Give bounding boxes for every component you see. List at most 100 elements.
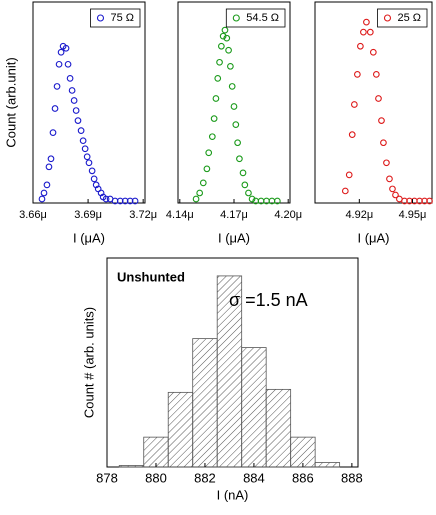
data-point	[66, 75, 74, 82]
x-axis-label: I (μA)	[73, 230, 105, 245]
data-point	[421, 197, 428, 205]
panel-label: Unshunted	[117, 269, 185, 284]
x-tick-label: 4.20μ	[274, 209, 302, 221]
data-point	[81, 145, 89, 153]
data-point	[79, 137, 87, 145]
plot-frame	[177, 1, 291, 204]
data-point	[208, 133, 216, 141]
data-point	[380, 139, 387, 147]
data-point	[47, 155, 55, 163]
data-point	[248, 195, 256, 203]
x-tick-label: 4.92μ	[345, 209, 373, 221]
data-point	[357, 42, 364, 50]
data-point	[77, 127, 85, 134]
y-axis-label: Count # (arb. units)	[81, 307, 96, 418]
x-tick-label: 878	[96, 470, 118, 485]
data-point	[241, 181, 249, 189]
data-point	[102, 195, 110, 203]
data-point	[245, 189, 252, 197]
data-point	[90, 175, 98, 183]
legend-box	[377, 8, 428, 28]
legend-label: 54.5 Ω	[246, 12, 279, 24]
data-point	[401, 197, 408, 205]
data-point	[363, 18, 370, 26]
data-point	[386, 175, 393, 183]
x-tick-label: 3.72μ	[129, 209, 157, 221]
histogram-bar	[118, 465, 145, 468]
x-tick-label: 4.17μ	[220, 209, 248, 221]
data-point	[72, 107, 80, 114]
data-point	[38, 195, 46, 203]
data-point	[348, 131, 356, 139]
data-point	[232, 121, 240, 128]
histogram-bar	[314, 462, 341, 468]
data-point	[116, 197, 124, 205]
legend-box	[90, 8, 141, 28]
data-point	[45, 163, 53, 171]
data-point	[62, 44, 70, 52]
data-point	[345, 171, 353, 179]
legend-marker	[232, 14, 240, 22]
x-tick-label: 4.95μ	[399, 209, 427, 221]
histogram-bar	[192, 338, 218, 468]
data-point	[360, 28, 367, 36]
data-point	[392, 191, 399, 199]
legend-marker	[383, 14, 392, 22]
annotation: σ =1.5 nA	[229, 290, 308, 310]
x-tick-label: 882	[194, 470, 216, 485]
data-point	[55, 60, 63, 68]
legend-marker	[96, 14, 105, 22]
data-point	[216, 58, 223, 66]
x-tick-label: 888	[341, 470, 363, 485]
histogram-bar	[241, 347, 267, 468]
data-point	[83, 153, 91, 161]
data-point	[372, 71, 380, 78]
data-point	[351, 101, 358, 108]
legend-label: 25 Ω	[397, 12, 421, 24]
x-tick-label: 884	[243, 470, 265, 485]
histogram-bar	[265, 388, 292, 468]
data-point	[354, 71, 361, 78]
plot-frame	[32, 1, 146, 204]
data-point	[88, 167, 96, 175]
x-tick-label: 4.14μ	[166, 209, 194, 221]
data-point	[426, 197, 433, 205]
data-point	[70, 97, 78, 104]
x-axis-label: I (nA)	[217, 487, 249, 502]
data-point	[51, 105, 59, 112]
data-point	[64, 60, 72, 68]
legend-box	[225, 8, 286, 28]
histogram-bar	[143, 436, 169, 468]
data-point	[196, 189, 204, 197]
data-point	[369, 48, 377, 56]
data-point	[378, 117, 385, 124]
x-tick-label: 880	[145, 470, 167, 485]
plot-frame	[314, 1, 433, 204]
legend-label: 75 Ω	[110, 12, 134, 24]
y-axis-label: Count (arb.unit)	[3, 57, 18, 147]
data-point	[236, 155, 243, 163]
data-point	[230, 103, 238, 110]
x-tick-label: 886	[292, 470, 314, 485]
x-axis-label: I (μA)	[357, 230, 389, 245]
histogram-bar	[167, 391, 194, 468]
data-point	[214, 75, 222, 82]
data-point	[126, 197, 134, 205]
data-point	[274, 197, 281, 205]
data-point	[341, 187, 349, 195]
data-point	[40, 189, 48, 197]
x-tick-label: 3.69μ	[74, 209, 102, 221]
data-point	[218, 42, 225, 50]
data-point	[227, 62, 234, 70]
data-point	[57, 48, 65, 56]
data-point	[223, 34, 231, 42]
data-point	[49, 129, 57, 136]
data-point	[203, 165, 211, 173]
data-point	[199, 179, 207, 187]
data-point	[219, 32, 227, 40]
data-point	[131, 197, 139, 205]
data-point	[234, 139, 241, 147]
data-point	[389, 185, 396, 193]
data-point	[53, 83, 61, 90]
